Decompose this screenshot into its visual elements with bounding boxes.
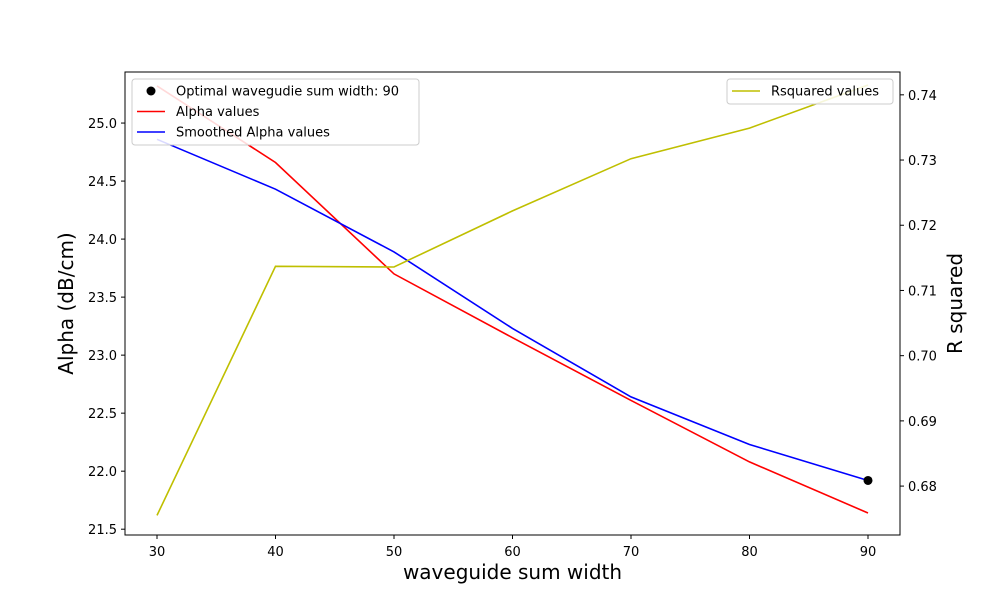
x-axis-label: waveguide sum width bbox=[403, 560, 622, 584]
left-y-tick-label: 24.5 bbox=[88, 175, 117, 190]
legend-box bbox=[726, 78, 894, 105]
x-axis: 30 40 50 60 70 80 90 bbox=[149, 535, 877, 560]
x-tick-label: 80 bbox=[741, 545, 758, 560]
left-y-tick-label: 22.5 bbox=[88, 407, 117, 422]
legend-label: Optimal wavegudie sum width: 90 bbox=[176, 85, 399, 100]
right-y-tick-label: 0.69 bbox=[908, 415, 937, 430]
right-y-tick-label: 0.74 bbox=[908, 89, 937, 104]
legend-alpha: Optimal wavegudie sum width: 90 Alpha val… bbox=[131, 78, 420, 146]
x-tick-label: 60 bbox=[504, 545, 521, 560]
legend-label: Rsquared values bbox=[771, 85, 879, 100]
legend-rsquared: Rsquared values bbox=[726, 78, 894, 105]
right-y-tick-label: 0.72 bbox=[908, 219, 937, 234]
left-y-axis-label: Alpha (dB/cm) bbox=[54, 232, 78, 374]
x-tick-label: 90 bbox=[860, 545, 877, 560]
x-tick-label: 70 bbox=[623, 545, 640, 560]
left-y-tick-label: 22.0 bbox=[88, 465, 117, 480]
optimal-point bbox=[863, 475, 873, 485]
series-line-alpha-values bbox=[156, 85, 869, 514]
left-y-axis: 21.5 22.0 22.5 23.0 23.5 24.0 24.5 25.0 bbox=[88, 117, 125, 538]
left-y-tick-label: 23.0 bbox=[88, 349, 117, 364]
right-y-tick-label: 0.73 bbox=[908, 154, 937, 169]
series-line-smoothed-alpha-values bbox=[156, 138, 869, 482]
x-tick-label: 50 bbox=[386, 545, 403, 560]
series-line-rsquared-values bbox=[156, 84, 869, 516]
left-y-tick-label: 24.0 bbox=[88, 233, 117, 248]
left-y-tick-label: 25.0 bbox=[88, 117, 117, 132]
left-y-tick-label: 23.5 bbox=[88, 291, 117, 306]
legend-label: Alpha values bbox=[176, 105, 260, 120]
legend-box bbox=[131, 78, 420, 146]
right-y-tick-label: 0.71 bbox=[908, 284, 937, 299]
x-tick-label: 30 bbox=[149, 545, 166, 560]
legend-label: Smoothed Alpha values bbox=[176, 126, 330, 141]
plot-marks bbox=[156, 84, 873, 516]
left-y-tick-label: 21.5 bbox=[88, 523, 117, 538]
legend-marker-optimal bbox=[146, 86, 156, 96]
right-y-tick-label: 0.68 bbox=[908, 480, 937, 495]
x-tick-label: 40 bbox=[267, 545, 284, 560]
right-y-axis-label: R squared bbox=[943, 253, 967, 354]
right-y-axis: 0.68 0.69 0.70 0.71 0.72 0.73 0.74 bbox=[900, 89, 937, 495]
right-y-tick-label: 0.70 bbox=[908, 350, 937, 365]
